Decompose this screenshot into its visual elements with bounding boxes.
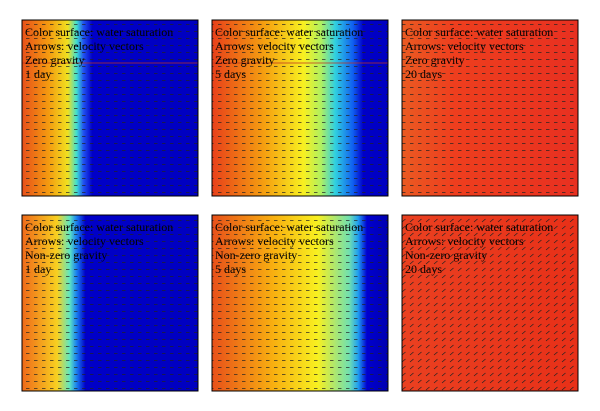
panel-border bbox=[211, 19, 389, 197]
velocity-arrows bbox=[402, 20, 578, 196]
panel-label: Zero gravity bbox=[215, 53, 275, 67]
panel-label: Arrows: velocity vectors bbox=[25, 234, 144, 248]
panel-label: Arrows: velocity vectors bbox=[215, 39, 334, 53]
panel-border bbox=[21, 19, 199, 197]
panel-border bbox=[21, 214, 199, 392]
panel-label: Color surface: water saturation bbox=[215, 220, 363, 234]
panel-label: Zero gravity bbox=[25, 53, 85, 67]
panel-label: Color surface: water saturation bbox=[25, 25, 173, 39]
panel-label: Non-zero gravity bbox=[405, 248, 487, 262]
panel-label: Non-zero gravity bbox=[25, 248, 107, 262]
velocity-arrows bbox=[22, 20, 198, 196]
panel-label: 5 days bbox=[215, 262, 246, 276]
panel-label: Arrows: velocity vectors bbox=[25, 39, 144, 53]
panel-label: Zero gravity bbox=[405, 53, 465, 67]
panel-label: Color surface: water saturation bbox=[405, 25, 553, 39]
velocity-arrows bbox=[22, 215, 198, 391]
panel-label: 1 day bbox=[25, 67, 51, 81]
velocity-arrows bbox=[402, 215, 578, 391]
panel-label: Arrows: velocity vectors bbox=[405, 39, 524, 53]
panel-label: 5 days bbox=[215, 67, 246, 81]
panel-label: Arrows: velocity vectors bbox=[405, 234, 524, 248]
panel-border bbox=[401, 214, 579, 392]
panel-label: Color surface: water saturation bbox=[215, 25, 363, 39]
panel-border bbox=[211, 214, 389, 392]
panel-label: Non-zero gravity bbox=[215, 248, 297, 262]
panel-label: 20 days bbox=[405, 67, 442, 81]
panel-label: Arrows: velocity vectors bbox=[215, 234, 334, 248]
panel-border bbox=[401, 19, 579, 197]
panel-label: Color surface: water saturation bbox=[405, 220, 553, 234]
velocity-arrows bbox=[212, 215, 388, 391]
panel-label: Color surface: water saturation bbox=[25, 220, 173, 234]
panel-label: 1 day bbox=[25, 262, 51, 276]
panel-label: 20 days bbox=[405, 262, 442, 276]
velocity-arrows bbox=[212, 20, 388, 196]
